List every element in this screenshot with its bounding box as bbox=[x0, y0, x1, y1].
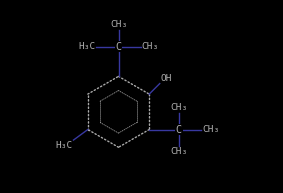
Text: CH₃: CH₃ bbox=[170, 103, 188, 112]
Text: C: C bbox=[176, 124, 182, 135]
Text: H₃C: H₃C bbox=[78, 42, 96, 51]
Text: OH: OH bbox=[161, 74, 172, 83]
Text: C: C bbox=[115, 42, 122, 52]
Text: CH₃: CH₃ bbox=[170, 147, 188, 156]
Text: CH₃: CH₃ bbox=[202, 125, 219, 134]
Text: H₃C: H₃C bbox=[55, 141, 72, 150]
Text: CH₃: CH₃ bbox=[142, 42, 159, 51]
Text: CH₃: CH₃ bbox=[110, 20, 127, 30]
